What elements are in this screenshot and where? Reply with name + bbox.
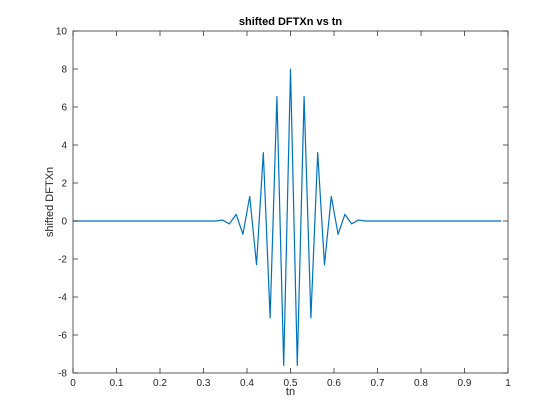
x-tick-label: 1 [505, 378, 511, 389]
y-tick-label: 8 [61, 65, 67, 76]
y-tick-label: 6 [61, 103, 67, 114]
chart-title: shifted DFTXn vs tn [239, 16, 343, 28]
x-axis-label: tn [286, 386, 295, 398]
x-axis-ticks: 0 0.1 0.2 0.3 0.4 0.5 0.6 0.7 0.8 0.9 1 [70, 31, 511, 389]
x-tick-label: 0 [70, 378, 76, 389]
y-axis-label: shifted DFTXn [44, 167, 56, 237]
y-tick-label: 10 [56, 27, 68, 38]
series-line-0 [73, 68, 502, 366]
y-tick-label: -6 [58, 331, 67, 342]
series-group [73, 68, 502, 366]
x-tick-label: 0.8 [414, 378, 428, 389]
x-tick-label: 0.9 [458, 378, 472, 389]
x-tick-label: 0.2 [153, 378, 167, 389]
x-tick-label: 0.3 [197, 378, 211, 389]
y-axis-ticks: -8 -6 -4 -2 0 2 4 6 8 10 [56, 27, 508, 380]
y-tick-label: -4 [58, 293, 67, 304]
y-tick-label: 4 [61, 141, 67, 152]
y-tick-label: 0 [61, 217, 67, 228]
x-tick-label: 0.5 [284, 378, 298, 389]
x-tick-label: 0.6 [327, 378, 341, 389]
y-tick-label: -8 [58, 369, 67, 380]
y-tick-label: -2 [58, 255, 67, 266]
y-tick-label: 2 [61, 179, 67, 190]
x-tick-label: 0.4 [240, 378, 254, 389]
x-tick-label: 0.7 [371, 378, 385, 389]
x-tick-label: 0.1 [110, 378, 124, 389]
